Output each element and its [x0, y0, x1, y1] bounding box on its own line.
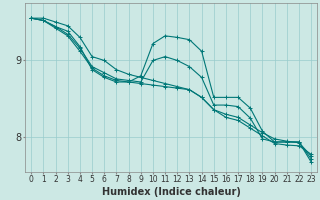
X-axis label: Humidex (Indice chaleur): Humidex (Indice chaleur): [102, 187, 241, 197]
